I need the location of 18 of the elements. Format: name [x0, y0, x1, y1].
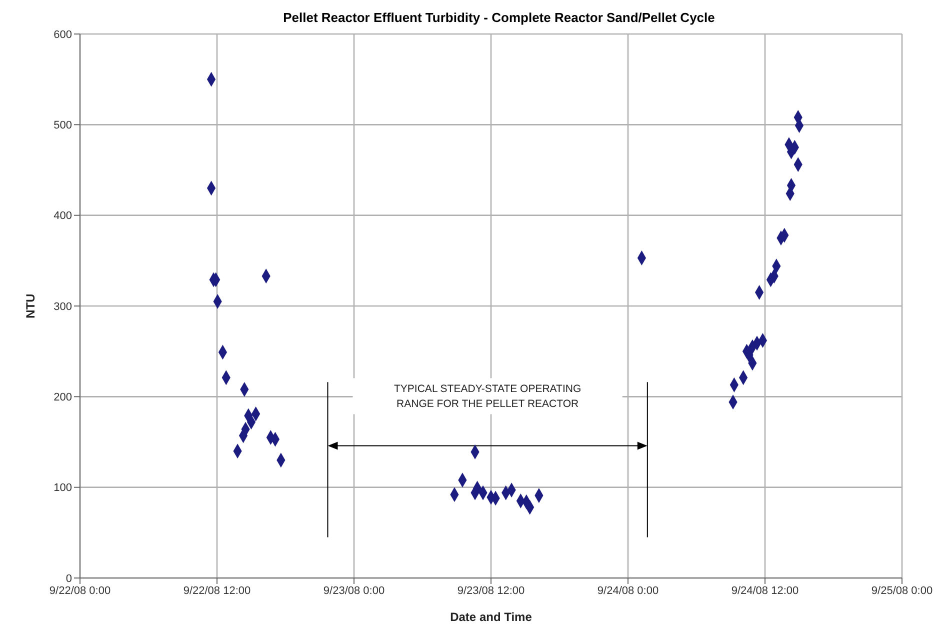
y-tick-label: 100	[54, 482, 72, 494]
x-tick-label: 9/24/08 12:00	[731, 584, 799, 597]
x-tick-label: 9/22/08 0:00	[49, 584, 111, 597]
x-tick-label: 9/23/08 0:00	[323, 584, 385, 597]
x-tick-label: 9/25/08 0:00	[871, 584, 933, 597]
y-axis-title: NTU	[23, 294, 38, 318]
y-tick-label: 600	[54, 28, 72, 41]
chart-title: Pellet Reactor Effluent Turbidity - Complete Reactor Sand/Pellet Cycle	[282, 10, 716, 25]
x-axis-title: Date and Time	[450, 610, 532, 624]
y-tick-label: 400	[54, 210, 72, 222]
x-tick-label: 9/23/08 12:00	[457, 584, 525, 597]
y-tick-label: 0	[66, 572, 72, 585]
y-tick-label: 300	[54, 300, 72, 313]
x-tick-label: 9/22/08 12:00	[183, 584, 251, 597]
annotation: TYPICAL STEADY-STATE OPERATING RANGE FOR THE PELLET REACTOR	[394, 383, 582, 410]
y-tick-label: 500	[54, 120, 72, 132]
x-tick-label: 9/24/08 0:00	[597, 584, 659, 597]
y-tick-label: 200	[54, 392, 72, 404]
